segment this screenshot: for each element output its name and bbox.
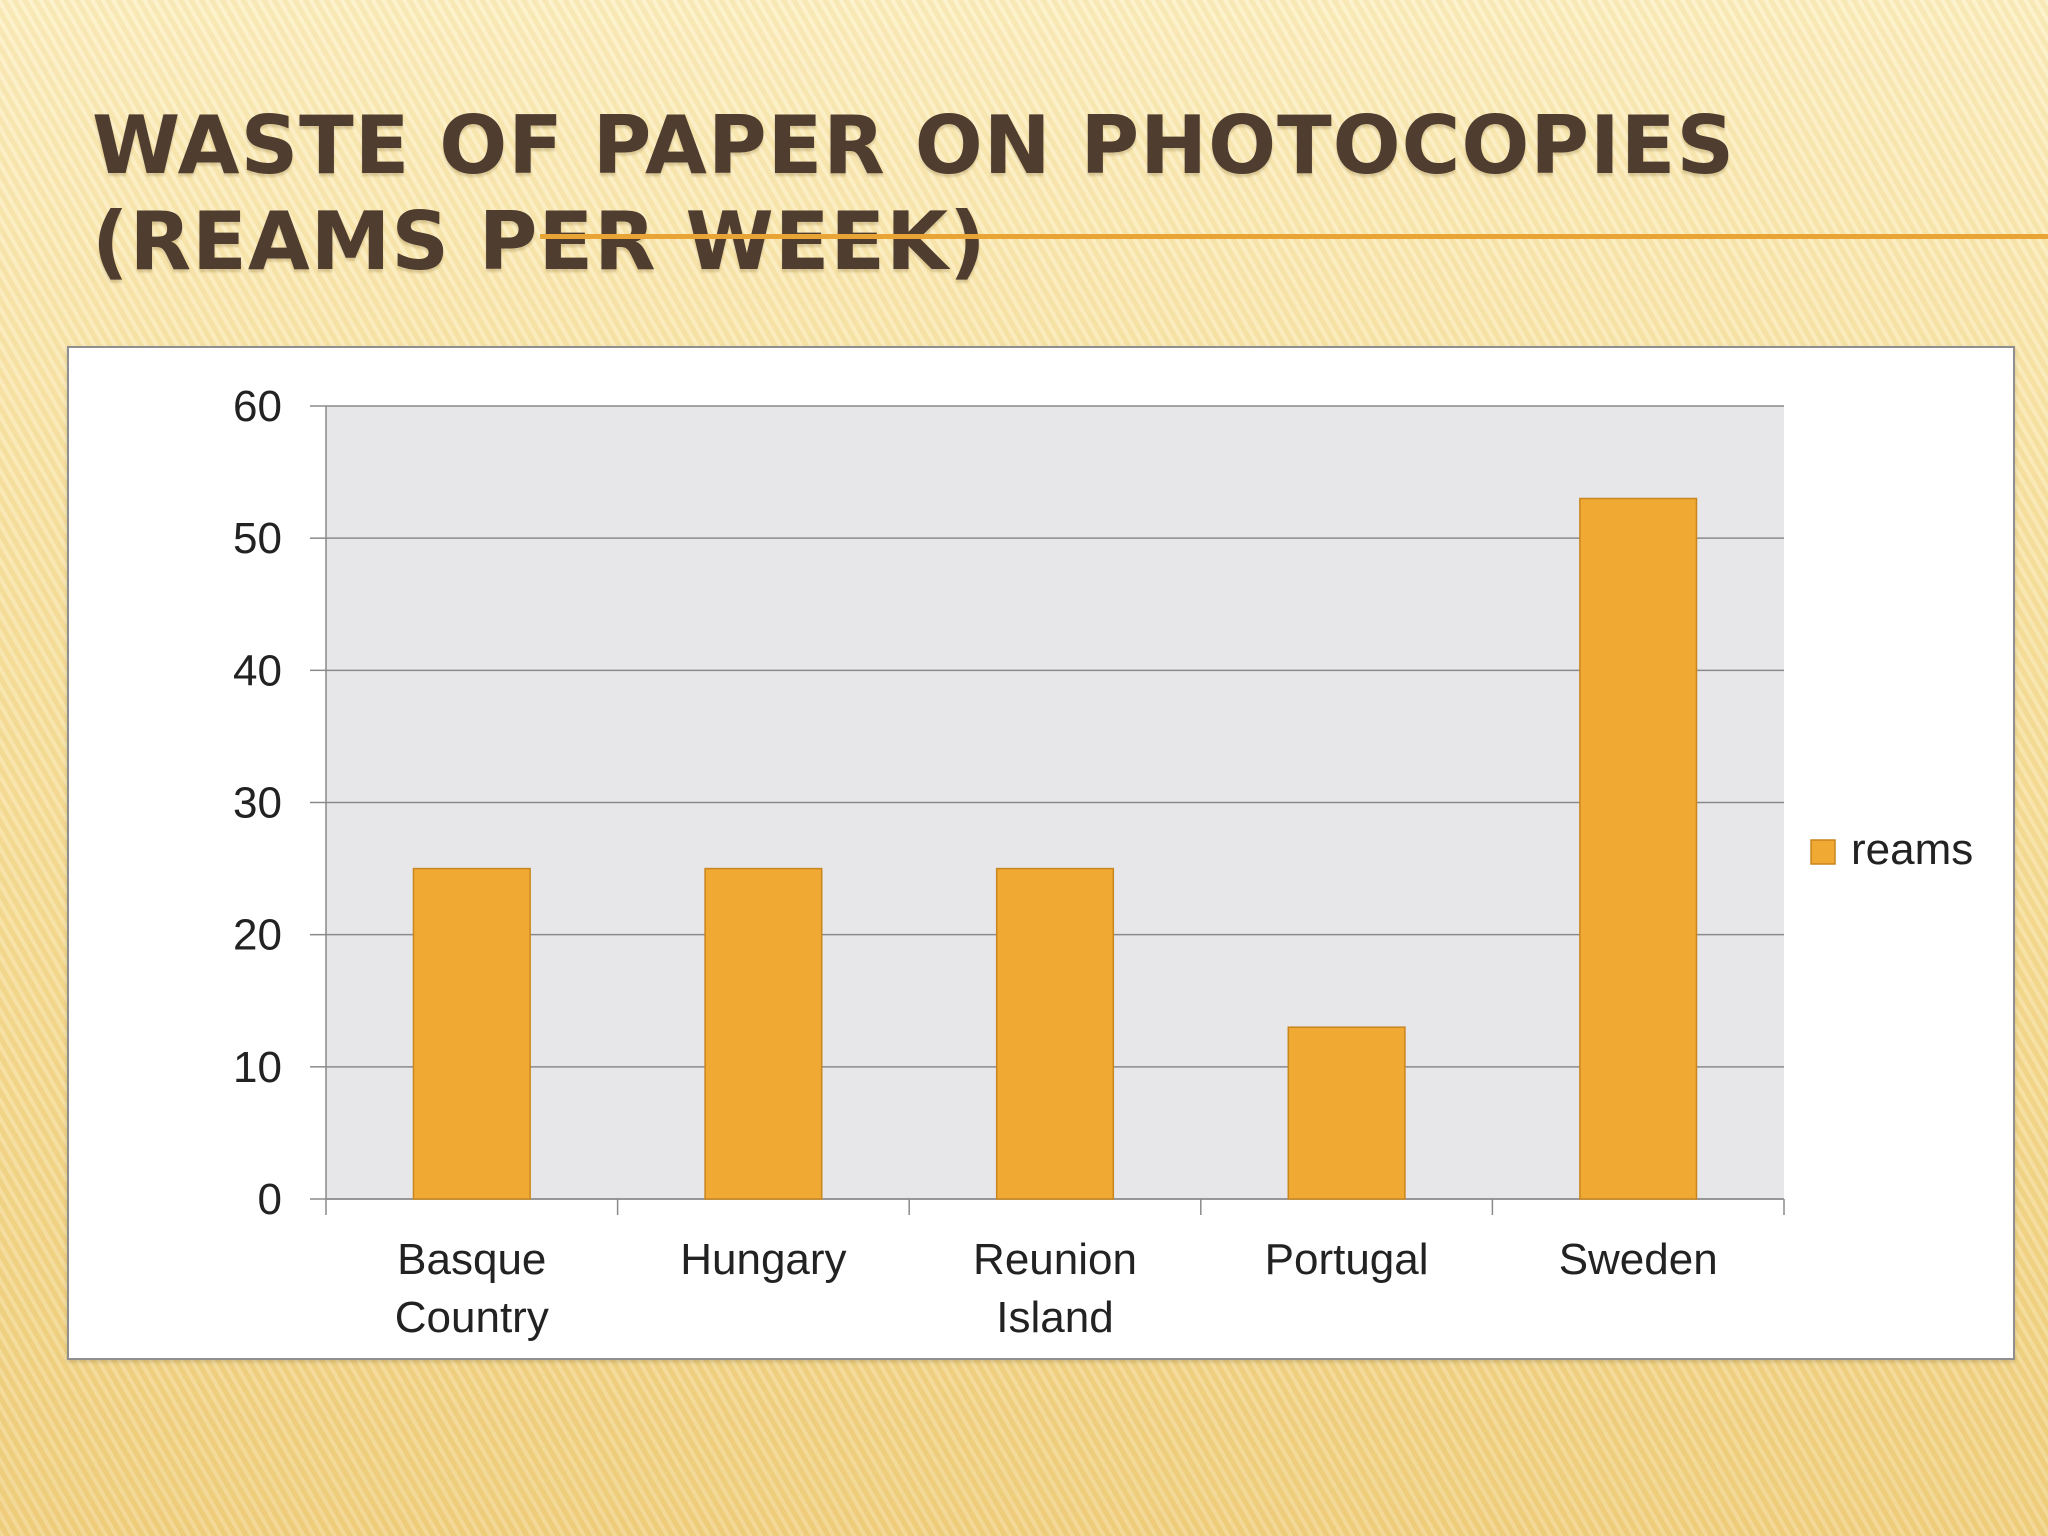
x-category-label: Country [395, 1293, 549, 1342]
title-underline [540, 234, 2048, 239]
x-category-label: Hungary [680, 1235, 846, 1284]
bar-sweden [1579, 497, 1698, 1200]
y-tick-label: 60 [233, 382, 282, 431]
bar-reunion-island [995, 867, 1115, 1200]
y-tick-label: 30 [233, 779, 282, 828]
x-category-label: Reunion [973, 1235, 1137, 1284]
x-category-label: Sweden [1559, 1235, 1718, 1284]
bar-portugal [1287, 1026, 1406, 1200]
legend-label: reams [1851, 825, 1973, 874]
x-category-label: Island [996, 1293, 1113, 1342]
y-tick-label: 0 [258, 1175, 282, 1224]
y-tick-label: 40 [233, 646, 282, 695]
y-tick-label: 10 [233, 1043, 282, 1092]
y-tick-label: 50 [233, 514, 282, 563]
slide-title: WASTE OF PAPER ON PHOTOCOPIES (REAMS PER… [92, 99, 1736, 288]
x-category-label: Basque [397, 1235, 546, 1284]
bar-hungary [704, 867, 823, 1200]
bar-basque-country [412, 867, 531, 1200]
y-tick-label: 20 [233, 911, 282, 960]
x-category-label: Portugal [1265, 1235, 1429, 1284]
legend-swatch [1810, 839, 1836, 865]
